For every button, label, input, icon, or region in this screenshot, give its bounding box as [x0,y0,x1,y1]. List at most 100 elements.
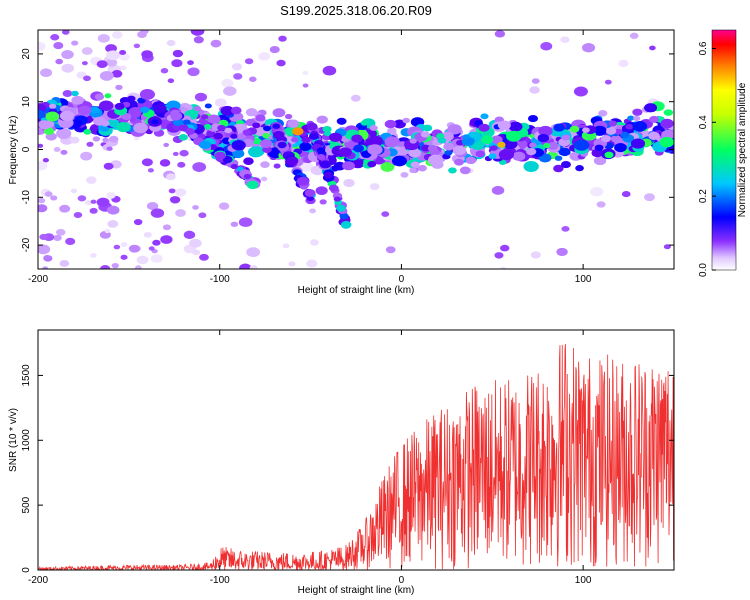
spectrogram-cell [422,124,433,132]
spectrogram-cell [598,110,608,117]
spectrogram-cell [104,229,111,234]
spectrogram-cell [243,173,252,180]
spectrogram-cell [168,188,176,194]
spectrogram-cell [573,139,590,151]
bottom-y-ticks: 0 500 1000 1500 [21,364,674,573]
spectrogram-cell [133,122,148,134]
spectrogram-cell [107,118,120,128]
spectrogram-cell [328,132,343,143]
spectrogram-cell [204,103,212,109]
spectrogram-cell [272,123,281,129]
spectrogram-cell [604,151,614,159]
spectrogram-cell [182,119,191,126]
spectrogram-cell [90,253,97,258]
spectrogram-cell [409,138,417,144]
spectrogram-cell [107,220,119,228]
spectrogram-cell [220,105,235,116]
spectrogram-cell [398,148,406,154]
spectrogram-cell [233,73,243,80]
spectrogram-cell [475,150,485,158]
spectrogram-cell [249,76,257,82]
spectrogram-cell [410,161,420,168]
spectrogram-cell [369,124,378,131]
spectrogram-cell [166,173,176,181]
spectrogram-cell [630,138,646,149]
spectrogram-cell [128,106,144,118]
spectrogram-cell [106,50,120,61]
spectrogram-cell [140,30,149,35]
spectrogram-cell [243,157,254,165]
colorbar: 0.0 0.2 0.4 0.6 Normalized spectral amplitu… [698,29,748,277]
spectrogram-cell [199,140,212,150]
spectrogram-cell [360,120,369,126]
spectrogram-cell [133,136,140,141]
spectrogram-cell [561,161,571,169]
spectrogram-cell [143,231,152,238]
top-ytick-label: -20 [21,237,32,252]
spectrogram-cell [319,199,327,205]
spectrogram-cell [336,204,346,212]
spectrogram-cell [249,146,265,157]
spectrogram-cell [65,237,76,245]
spectrogram-cell [128,244,140,253]
spectrogram-cell [62,89,73,97]
spectrogram-cell [44,191,53,197]
spectrogram-cell [230,221,239,227]
spectrogram-cell [663,109,674,116]
spectrogram-cell [300,162,314,172]
spectrogram-cell [60,149,68,155]
spectrogram-cell [490,135,503,144]
bottom-y-axis-label: SNR (10 * v/v) [8,408,19,472]
spectrogram-cell [210,39,222,48]
spectrogram-cell [302,83,309,88]
spectrogram-cell [70,188,78,194]
spectrogram-cell [231,140,246,151]
spectrogram-cell [316,153,326,160]
spectrogram-cell [163,142,170,147]
spectrogram-cell [55,58,64,65]
spectrogram-cell [315,186,328,195]
spectrogram-cell [340,220,352,229]
spectrogram-cell [198,212,207,219]
spectrogram-cell [302,70,309,76]
spectrogram-cell [108,135,119,143]
snr-panel: -200 -100 0 100 0 500 1000 1500 Height of stra… [8,329,675,596]
spectrogram-cell [605,127,617,135]
spectrogram-cell [316,115,328,124]
spectrogram-cell [531,78,540,84]
spectrogram-cell [61,30,70,35]
bottom-x-ticks: -200 -100 0 100 [28,330,592,586]
spectrogram-cell [627,115,635,121]
spectrogram-cell [643,193,656,202]
spectrogram-cell [384,136,400,148]
spectrogram-cell [659,136,674,148]
spectrogram-cell [71,95,84,105]
spectrogram-cell [169,196,181,204]
bottom-xtick-label: -100 [210,575,230,586]
spectrogram-cell [421,144,431,152]
snr-series-line [38,343,674,570]
spectrogram-cell [614,142,627,153]
spectrogram-cell [141,158,153,167]
spectrogram-cell [367,144,383,156]
spectrogram-cell [230,163,239,170]
spectrogram-cell [604,79,612,85]
spectrogram-cell [83,75,91,82]
spectrogram-cell [147,168,154,173]
spectrogram-cell [529,86,540,94]
spectrogram-cell [282,243,290,249]
spectrogram-cell [408,148,422,158]
spectrogram-cell [172,49,184,58]
spectrogram-cell [230,106,242,115]
spectrogram-cell [38,143,44,148]
spectrogram-cell [80,151,93,161]
spectrogram-cell [172,151,179,156]
spectrogram-cell [478,123,490,132]
spectrogram-cell [86,141,94,147]
bottom-x-axis-label: Height of straight line (km) [298,585,415,596]
spectrogram-cell [386,127,397,135]
spectrogram-cell [97,33,110,43]
spectrogram-cell [214,98,227,107]
spectrogram-cell [84,200,92,206]
spectrogram-cell [69,136,80,144]
